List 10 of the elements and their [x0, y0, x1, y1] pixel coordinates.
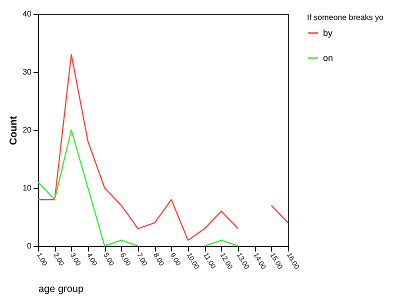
y-tick-label: 20: [22, 126, 32, 134]
y-tick-label: 0: [27, 242, 32, 250]
legend-label: on: [323, 53, 334, 63]
x-axis-title: age group: [38, 284, 84, 296]
legend-label: by: [323, 28, 334, 38]
y-tick-label: 30: [22, 68, 32, 76]
y-tick-label: 10: [22, 184, 32, 192]
y-axis-title: Count: [8, 115, 20, 145]
y-tick-label: 40: [22, 10, 32, 18]
legend-title: If someone breaks yo: [307, 13, 384, 22]
